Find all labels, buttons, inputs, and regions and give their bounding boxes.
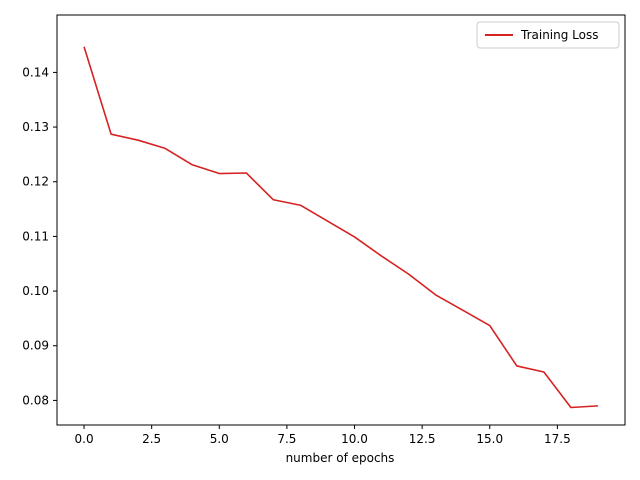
y-tick-label: 0.09 [22,339,49,353]
y-tick-label: 0.11 [22,229,49,243]
axes-frame [56,14,626,426]
y-tick-label: 0.14 [22,65,49,79]
y-tick-label: 0.08 [22,393,49,407]
y-tick-label: 0.10 [22,284,49,298]
x-tick-label: 7.5 [277,432,296,446]
x-tick-label: 17.5 [544,432,571,446]
x-tick-label: 0.0 [75,432,94,446]
legend-label-training-loss: Training Loss [520,28,598,42]
legend: Training Loss [476,21,620,49]
x-tick-label: 5.0 [210,432,229,446]
axes: 0.0 2.5 5.0 7.5 10.0 12.5 15.0 17.5 0.08 0.09 0.10… [22,14,626,446]
y-tick-label: 0.13 [22,120,49,134]
x-tick-label: 15.0 [476,432,503,446]
y-tick-label: 0.12 [22,175,49,189]
series-line-training-loss [83,46,598,409]
legend-box [476,21,620,49]
x-tick-label: 2.5 [142,432,161,446]
x-tick-label: 12.5 [409,432,436,446]
x-tick-label: 10.0 [341,432,368,446]
plot-area [83,46,598,409]
x-axis-label: number of epochs [286,451,395,465]
